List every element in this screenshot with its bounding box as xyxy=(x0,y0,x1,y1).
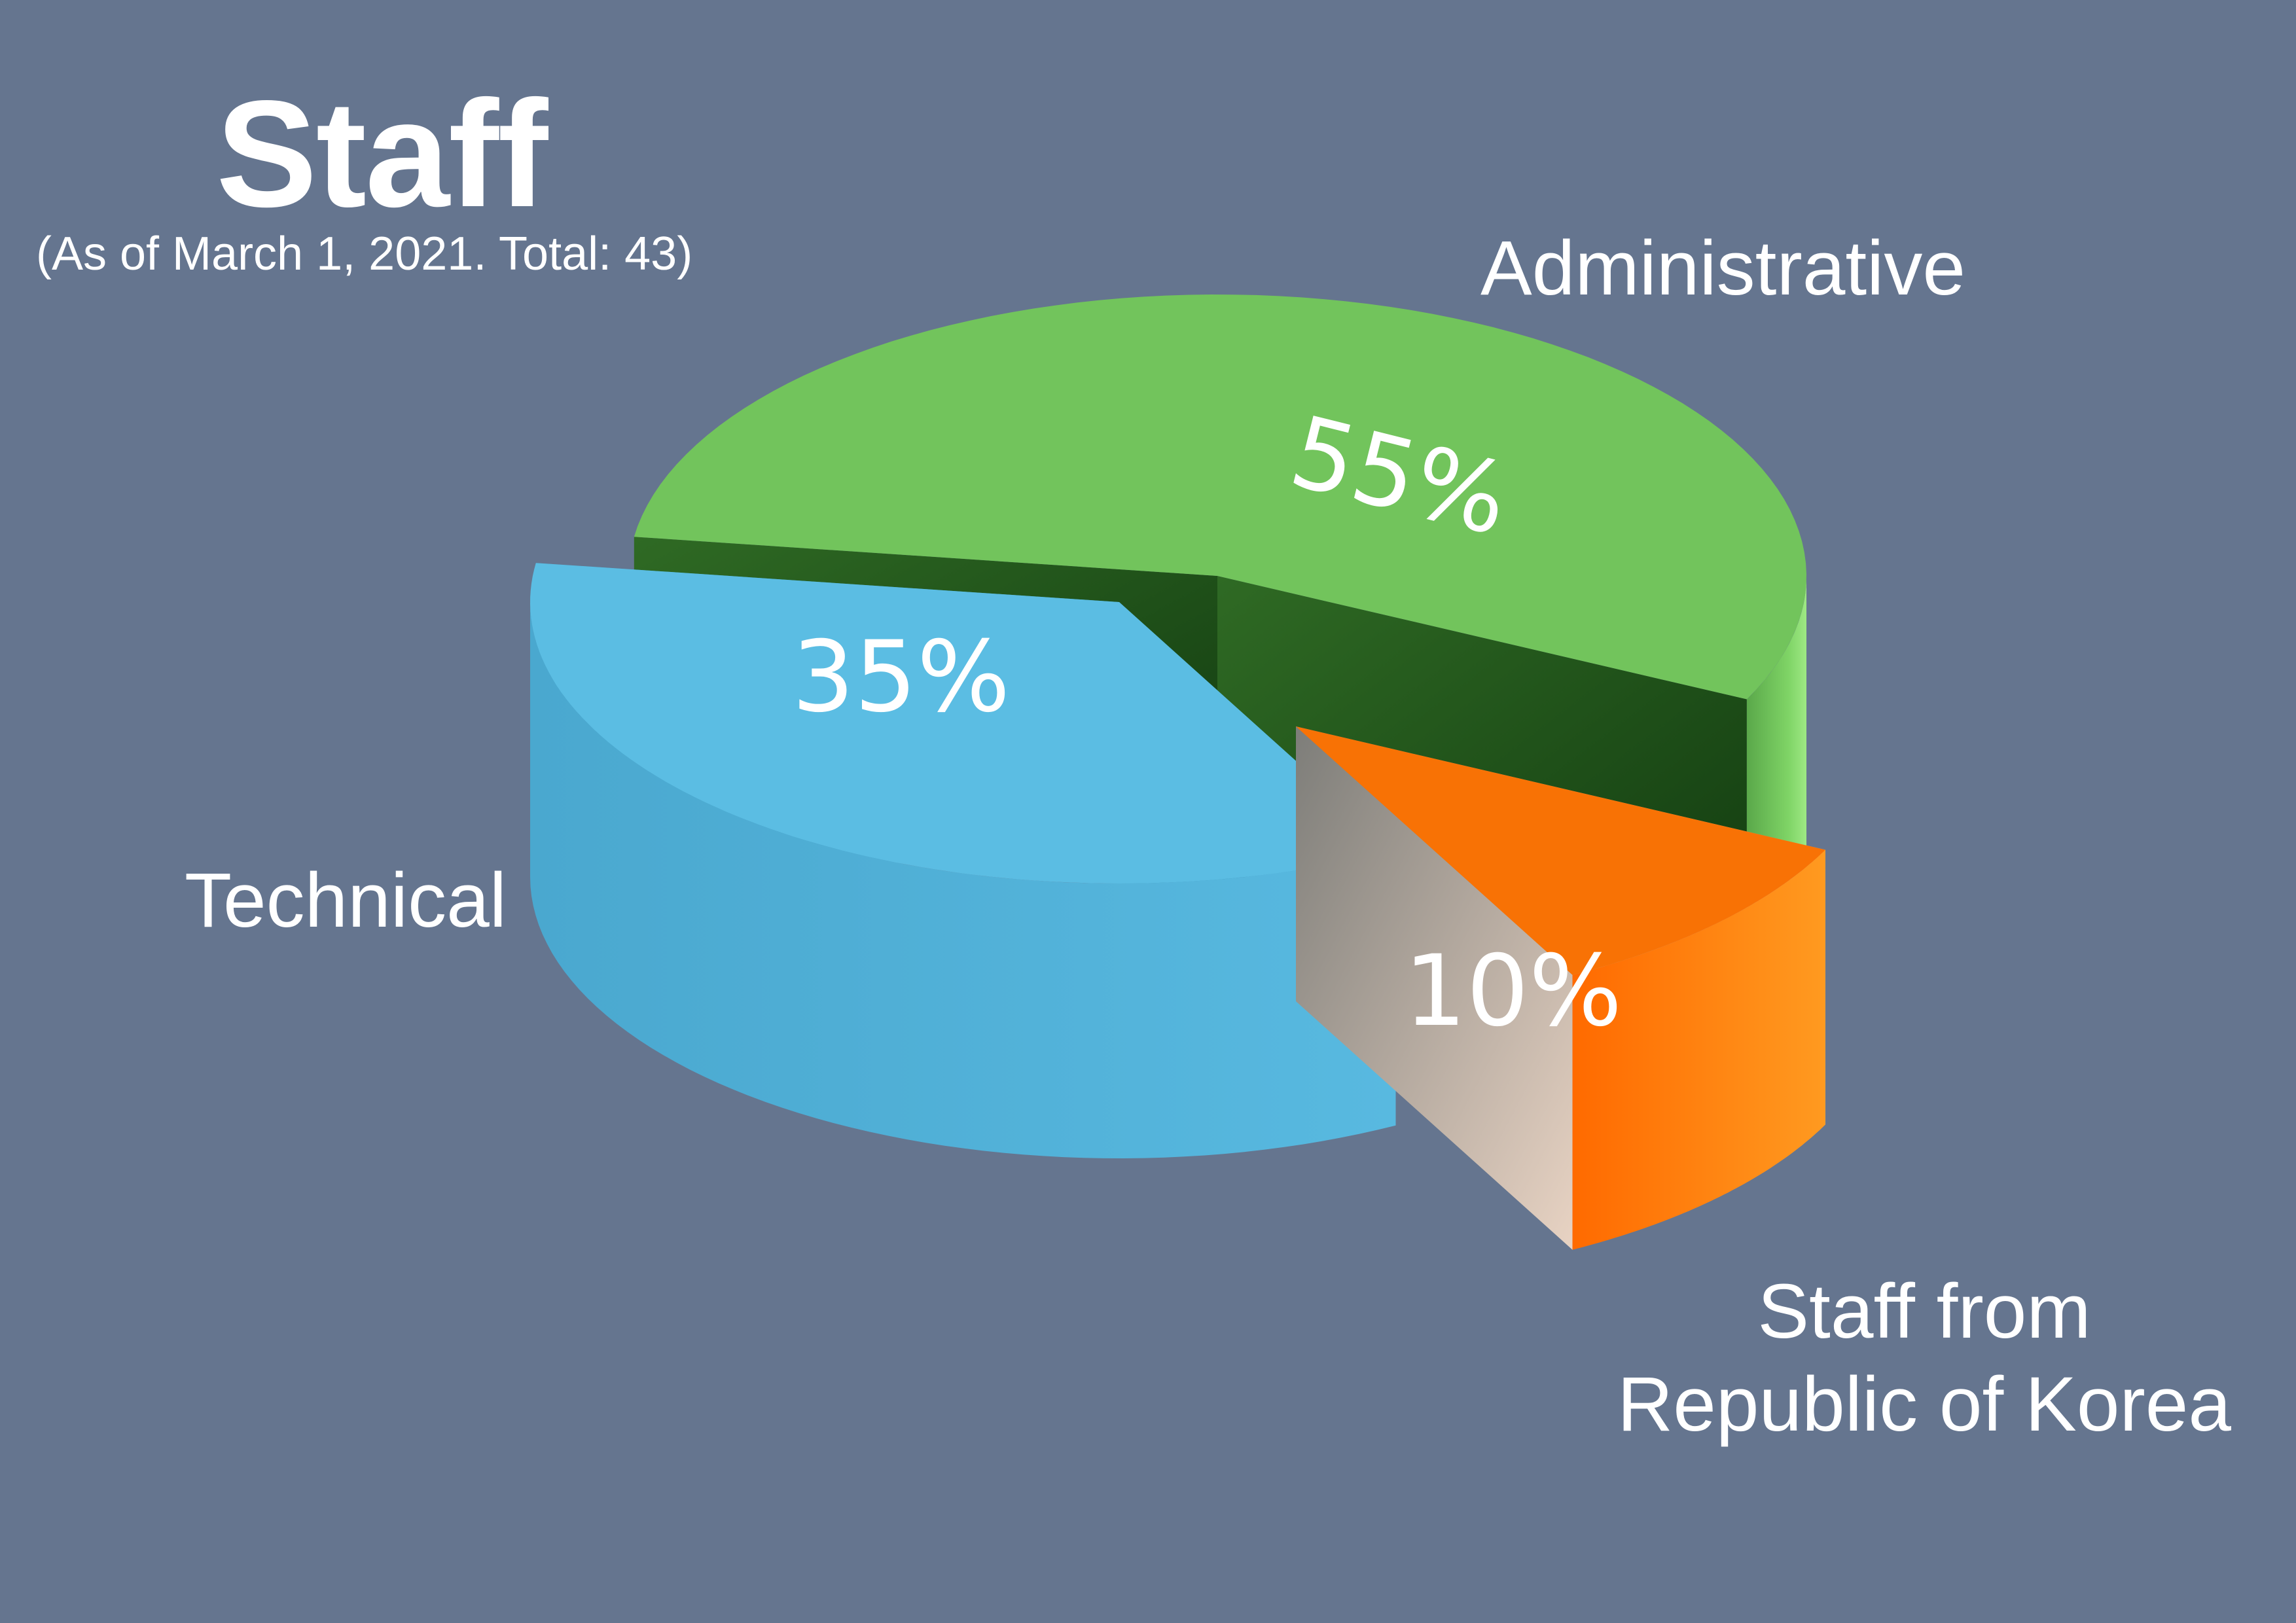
slice-administrative-top xyxy=(634,294,1806,700)
slice-korea xyxy=(1296,726,1825,1250)
slice-korea-top xyxy=(1296,726,1825,975)
category-label-administrative: Administrative xyxy=(1480,225,1966,312)
slice-technical-top xyxy=(530,563,1396,883)
slice-korea-side-0 xyxy=(1572,849,1825,1250)
category-label-korea: Staff from Republic of Korea xyxy=(1617,1268,2231,1448)
chart-title: Staff xyxy=(216,69,548,239)
category-label-technical: Technical xyxy=(185,857,507,944)
slice-technical-side-0 xyxy=(530,602,1396,1158)
value-label-korea: 10% xyxy=(1404,935,1623,1048)
value-label-technical: 35% xyxy=(792,620,1011,734)
chart-subtitle: (As of March 1, 2021. Total: 43) xyxy=(36,228,693,280)
slice-korea-wall-1 xyxy=(1296,726,1573,1250)
